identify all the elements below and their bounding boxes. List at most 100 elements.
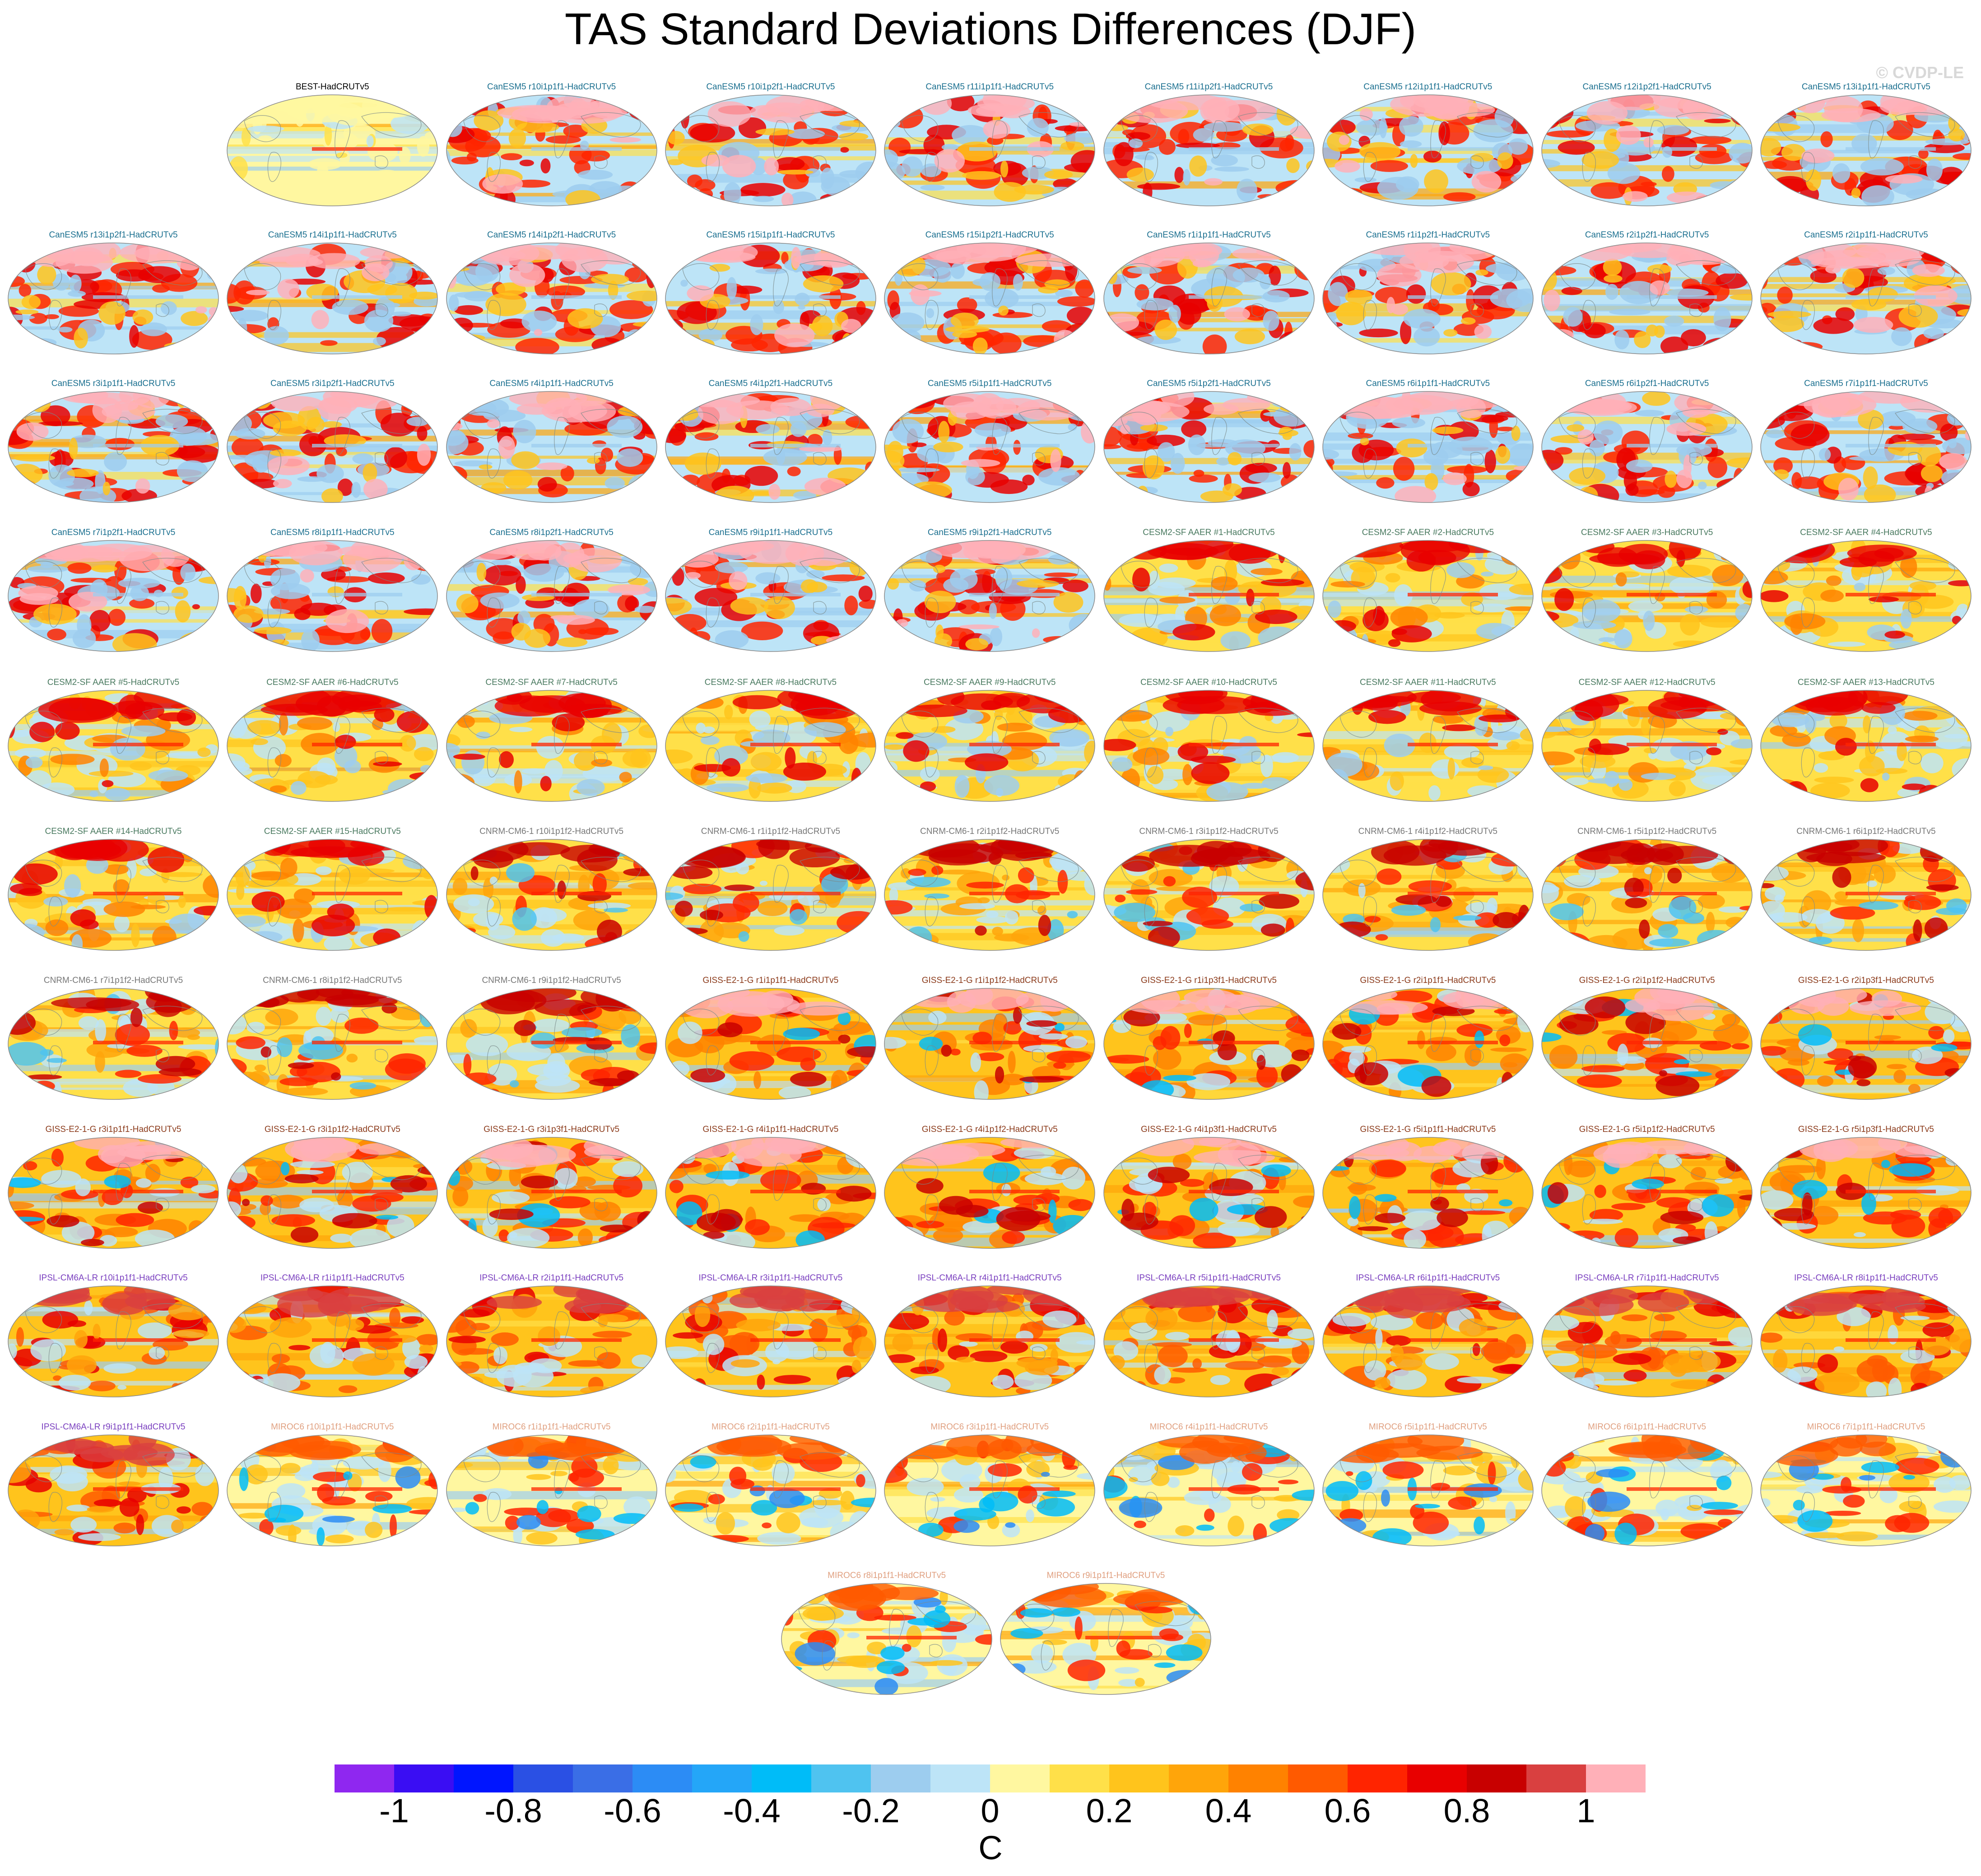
panel-title: CESM2-SF AAER #2-HadCRUTv5 [1362,528,1494,537]
colorbar-swatch [1288,1764,1348,1792]
map-panel [884,94,1095,206]
map-panel [1322,988,1534,1100]
colorbar-swatch [573,1764,633,1792]
panel-title: GISS-E2-1-G r3i1p3f1-HadCRUTv5 [484,1125,620,1134]
map-panel [1103,1434,1315,1546]
map-panel [884,540,1095,652]
map-panel [446,690,657,802]
panel-title: CanESM5 r10i1p2f1-HadCRUTv5 [706,82,835,92]
map-panel [1103,839,1315,951]
panel-title: CanESM5 r12i1p1f1-HadCRUTv5 [1363,82,1493,92]
colorbar-swatch [811,1764,871,1792]
panel-title: MIROC6 r2i1p1f1-HadCRUTv5 [711,1422,830,1432]
map-panel [1760,1434,1972,1546]
panel-title: IPSL-CM6A-LR r7i1p1f1-HadCRUTv5 [1575,1273,1719,1283]
panel-title: CanESM5 r8i1p1f1-HadCRUTv5 [270,528,395,537]
colorbar-swatch [1109,1764,1169,1792]
colorbar-swatch [1586,1764,1646,1792]
colorbar-tick-label: -0.6 [604,1792,661,1829]
panel-title: CESM2-SF AAER #11-HadCRUTv5 [1359,678,1496,687]
panel-title: CESM2-SF AAER #14-HadCRUTv5 [45,827,182,836]
panel-title: CanESM5 r6i1p1f1-HadCRUTv5 [1366,379,1490,388]
panel-title: GISS-E2-1-G r1i1p1f1-HadCRUTv5 [702,976,839,985]
panel-title: CanESM5 r9i1p1f1-HadCRUTv5 [708,528,833,537]
panel-title: IPSL-CM6A-LR r4i1p1f1-HadCRUTv5 [917,1273,1062,1283]
colorbar-swatch [1348,1764,1408,1792]
colorbar-swatch [1407,1764,1467,1792]
map-panel [1760,988,1972,1100]
panel-title: MIROC6 r4i1p1f1-HadCRUTv5 [1149,1422,1268,1432]
map-panel [1103,391,1315,503]
colorbar-tick-label: -1 [379,1792,409,1829]
map-panel [1322,1434,1534,1546]
panel-title: CNRM-CM6-1 r2i1p1f2-HadCRUTv5 [920,827,1060,836]
panel-title: GISS-E2-1-G r4i1p1f1-HadCRUTv5 [702,1125,839,1134]
panel-title: MIROC6 r10i1p1f1-HadCRUTv5 [271,1422,394,1432]
panel-title: CanESM5 r13i1p1f1-HadCRUTv5 [1801,82,1930,92]
panel-title: CanESM5 r1i1p2f1-HadCRUTv5 [1366,230,1490,240]
map-panel [446,540,657,652]
panel-title: IPSL-CM6A-LR r9i1p1f1-HadCRUTv5 [41,1422,186,1432]
map-panel [1322,839,1534,951]
map-panel [665,1137,876,1249]
panel-title: CNRM-CM6-1 r4i1p1f2-HadCRUTv5 [1358,827,1497,836]
panel-title: CNRM-CM6-1 r1i1p1f2-HadCRUTv5 [701,827,841,836]
colorbar-tick-label: -0.4 [723,1792,781,1829]
map-panel [446,1434,657,1546]
panel-title: CanESM5 r14i1p2f1-HadCRUTv5 [487,230,616,240]
panel-title: IPSL-CM6A-LR r2i1p1f1-HadCRUTv5 [479,1273,624,1283]
map-panel [1760,242,1972,354]
panel-title: CanESM5 r6i1p2f1-HadCRUTv5 [1585,379,1709,388]
map-panel [665,839,876,951]
map-panel [1322,1137,1534,1249]
panel-title: CNRM-CM6-1 r9i1p1f2-HadCRUTv5 [482,976,621,985]
map-panel [446,94,657,206]
colorbar-tick-label: 0.8 [1443,1792,1490,1829]
map-panel [8,242,219,354]
panel-title: CNRM-CM6-1 r3i1p1f2-HadCRUTv5 [1139,827,1279,836]
map-panel [227,540,438,652]
watermark: © CVDP-LE [1876,63,1964,82]
colorbar-swatch [1467,1764,1527,1792]
panel-title: CESM2-SF AAER #5-HadCRUTv5 [47,678,180,687]
map-panel [1541,540,1753,652]
map-panel [227,988,438,1100]
map-panel [665,988,876,1100]
panel-title: CESM2-SF AAER #9-HadCRUTv5 [923,678,1056,687]
panel-title: CanESM5 r1i1p1f1-HadCRUTv5 [1147,230,1271,240]
panel-title: GISS-E2-1-G r1i1p1f2-HadCRUTv5 [921,976,1058,985]
map-panel [1760,1137,1972,1249]
map-panel [8,690,219,802]
panel-title: CanESM5 r5i1p1f1-HadCRUTv5 [927,379,1052,388]
colorbar-swatch [1169,1764,1229,1792]
panel-title: CanESM5 r14i1p1f1-HadCRUTv5 [268,230,397,240]
panel-title: GISS-E2-1-G r5i1p1f2-HadCRUTv5 [1579,1125,1715,1134]
panel-title: CNRM-CM6-1 r7i1p1f2-HadCRUTv5 [43,976,183,985]
colorbar-tick-label: 1 [1576,1792,1595,1829]
panel-title: CESM2-SF AAER #4-HadCRUTv5 [1800,528,1932,537]
panel-title: CanESM5 r12i1p2f1-HadCRUTv5 [1582,82,1711,92]
map-panel [8,1434,219,1546]
map-panel [1103,1285,1315,1397]
map-panel [8,1137,219,1249]
panel-title: CESM2-SF AAER #15-HadCRUTv5 [264,827,401,836]
map-panel [1541,690,1753,802]
map-panel [884,1137,1095,1249]
map-panel [8,540,219,652]
panel-title: GISS-E2-1-G r4i1p3f1-HadCRUTv5 [1141,1125,1277,1134]
colorbar-swatch [1050,1764,1110,1792]
panel-title: CESM2-SF AAER #6-HadCRUTv5 [266,678,399,687]
figure-title: TAS Standard Deviations Differences (DJF… [564,4,1417,54]
panel-title: IPSL-CM6A-LR r8i1p1f1-HadCRUTv5 [1794,1273,1938,1283]
map-panel [1322,391,1534,503]
map-panel [446,1285,657,1397]
map-panel [227,1137,438,1249]
map-panel [1760,839,1972,951]
panel-title: GISS-E2-1-G r5i1p1f1-HadCRUTv5 [1360,1125,1496,1134]
map-panel [446,1137,657,1249]
panel-title: MIROC6 r5i1p1f1-HadCRUTv5 [1368,1422,1487,1432]
colorbar-tick-label: -0.2 [842,1792,900,1829]
map-panel [1103,1137,1315,1249]
map-panel [1103,94,1315,206]
panel-title: CanESM5 r3i1p1f1-HadCRUTv5 [51,379,176,388]
